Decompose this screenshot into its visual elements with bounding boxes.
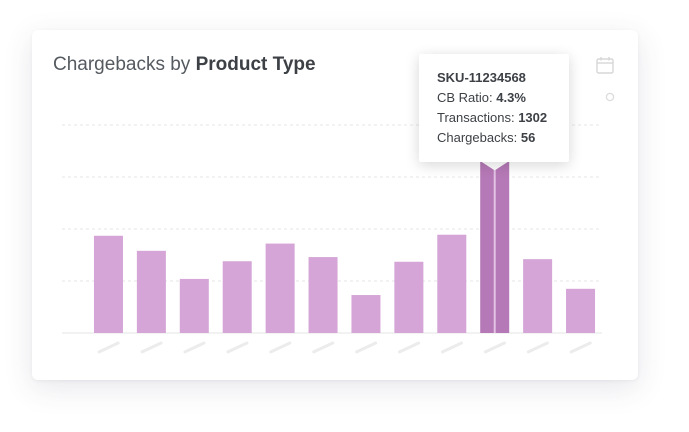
bar-highlight-notch (479, 160, 511, 171)
bar[interactable] (179, 278, 209, 333)
chart-title: Chargebacks by Product Type (53, 54, 316, 76)
bar[interactable] (523, 259, 553, 333)
bar[interactable] (308, 257, 338, 333)
tooltip-cb-ratio: CB Ratio: 4.3% (437, 88, 569, 108)
tooltip: SKU-11234568 CB Ratio: 4.3% Transactions… (419, 54, 569, 162)
bar[interactable] (351, 295, 381, 333)
dot-icon[interactable] (605, 92, 615, 102)
x-tick-label (526, 341, 549, 354)
x-tick-label (569, 341, 592, 354)
x-tick-label (226, 341, 249, 354)
x-tick-label (97, 341, 120, 354)
bar[interactable] (394, 261, 424, 333)
x-tick-label (398, 341, 421, 354)
tooltip-transactions: Transactions: 1302 (437, 108, 569, 128)
transactions-value: 1302 (518, 110, 548, 125)
x-tick-label (183, 341, 206, 354)
x-tick-label (483, 341, 506, 354)
x-tick-label (140, 341, 163, 354)
title-bold: Product Type (195, 54, 316, 75)
bar[interactable] (265, 243, 295, 333)
chargebacks-value: 56 (520, 130, 536, 145)
bar[interactable] (566, 288, 596, 333)
x-tick-label (440, 341, 464, 354)
x-tick-label (269, 341, 292, 354)
calendar-icon[interactable] (596, 56, 614, 74)
tooltip-chargebacks: Chargebacks: 56 (437, 128, 569, 148)
title-prefix: Chargebacks by (53, 54, 191, 75)
cb-ratio-value: 4.3% (496, 90, 526, 105)
chargebacks-label: Chargebacks: (437, 130, 518, 145)
bar[interactable] (93, 235, 123, 333)
bar[interactable] (222, 261, 252, 333)
bar[interactable] (136, 250, 166, 333)
chart-card: Chargebacks by Product Type SKU-11234568… (32, 30, 638, 380)
cb-ratio-label: CB Ratio: (437, 90, 493, 105)
bar[interactable] (437, 234, 467, 333)
x-tick-label (312, 341, 335, 354)
transactions-label: Transactions: (437, 110, 515, 125)
x-tick-label (355, 341, 378, 354)
tooltip-sku: SKU-11234568 (437, 70, 526, 85)
